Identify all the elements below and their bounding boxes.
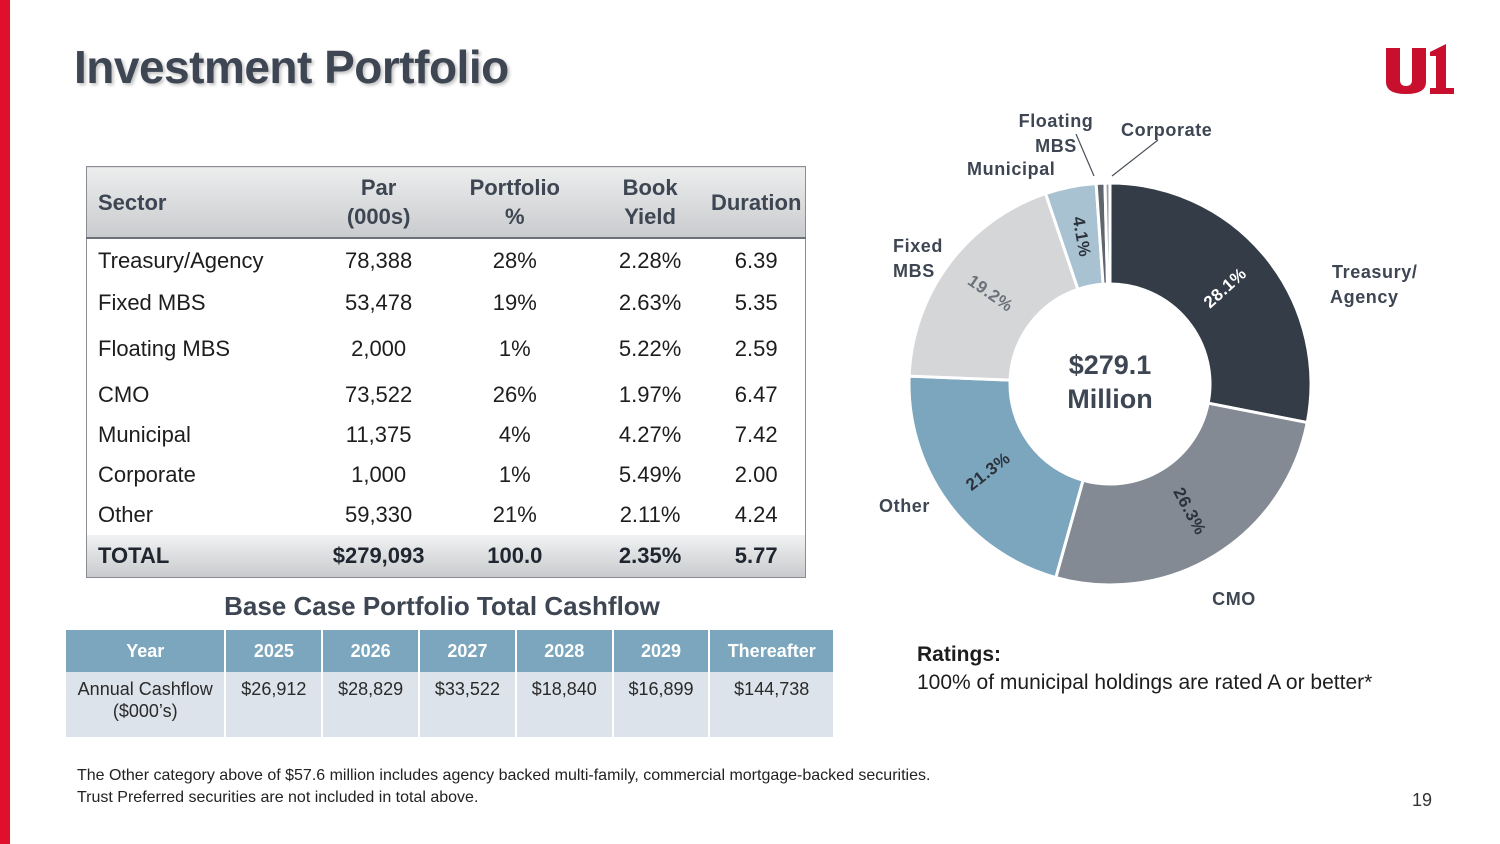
cashflow-col-header: Year	[66, 630, 227, 672]
slice-category-label: Corporate	[1121, 120, 1212, 140]
ratings-heading: Ratings:	[917, 643, 1001, 666]
slice-category-label: Fixed MBS	[893, 236, 943, 281]
total-cell: 2.35%	[592, 535, 708, 578]
table-row: Floating MBS 2,000 1% 5.22% 2.59	[87, 323, 806, 375]
cashflow-table: Year 2025 2026 2027 2028 2029 Thereafter Annua…	[66, 630, 833, 737]
total-cell: 100.0	[436, 535, 593, 578]
cashflow-row: Annual Cashflow ($000’s) $26,912 $28,829 $33…	[66, 672, 833, 737]
table-cell: 26%	[492, 382, 537, 407]
slice-cmo	[1053, 401, 1310, 587]
cashflow-value: $33,522	[419, 672, 517, 737]
slice-category-label: Municipal	[967, 159, 1055, 179]
ratings-note: Ratings: 100% of municipal holdings are …	[917, 641, 1372, 697]
cashflow-row-label: Annual Cashflow ($000’s)	[66, 672, 227, 737]
table-row: CMO 73,522 26% 1.97% 6.47	[87, 375, 806, 415]
table-cell: 28%	[492, 248, 537, 273]
total-cell: 5.77	[707, 535, 806, 578]
table-cell: 59,330	[344, 502, 413, 527]
slice-corporate	[1103, 181, 1112, 286]
table-cell: 2.11%	[619, 502, 681, 527]
slice-category-label: Treasury/Agency	[1330, 262, 1417, 307]
sector-table-header: Sector Par (000s) Portfolio% Book Yield Durati…	[86, 166, 806, 239]
table-cell: 4%	[498, 422, 531, 447]
slice-category-label: CMO	[1212, 589, 1256, 609]
table-row: Other 59,330 21% 2.11% 4.24	[87, 495, 806, 535]
slice-category-label: Floating MBS	[1019, 111, 1094, 156]
table-cell: Other	[98, 502, 154, 527]
table-cell: Treasury/Agency	[98, 248, 264, 273]
table-cell: Fixed MBS	[98, 290, 206, 315]
table-cell: 78,388	[344, 248, 413, 273]
footnote: The Other category above of $57.6 millio…	[77, 767, 931, 806]
sector-col-header: Book Yield	[592, 166, 708, 239]
table-row: Corporate 1,000 1% 5.49% 2.00	[87, 455, 806, 495]
table-cell: 5.35	[734, 290, 778, 315]
table-cell: 2.63%	[618, 290, 682, 315]
page-title: Investment Portfolio	[74, 41, 509, 93]
page-number: 19	[1412, 790, 1433, 810]
table-cell: 5.49%	[618, 462, 682, 487]
sector-col-header: Duration	[707, 166, 806, 239]
bank-logo	[1386, 44, 1454, 94]
cashflow-value: $144,738	[709, 672, 833, 737]
table-cell: 1%	[498, 462, 531, 487]
cashflow-value: $28,829	[322, 672, 421, 737]
cashflow-col-header: 2025	[225, 630, 324, 672]
ratings-text: 100% of municipal holdings are rated A o…	[917, 671, 1373, 694]
table-cell: 11,375	[345, 422, 412, 447]
table-cell: 21%	[492, 502, 537, 527]
cashflow-col-header: 2029	[612, 630, 711, 672]
total-row: TOTAL $279,093 100.0 2.35% 5.77	[86, 535, 806, 578]
cashflow-col-header: Thereafter	[709, 630, 833, 672]
table-cell: 73,522	[344, 382, 413, 407]
table-cell: 19%	[492, 290, 537, 315]
table-cell: 4.27%	[618, 422, 682, 447]
table-cell: 1%	[498, 336, 531, 361]
table-cell: 6.47	[734, 382, 778, 407]
portfolio-donut-chart: 28.1%26.3%21.3%19.2%4.1%Treasury/AgencyC…	[879, 111, 1417, 609]
sector-col-header: Sector	[86, 166, 321, 239]
slice-category-label: Other	[879, 496, 930, 516]
table-cell: 2,000	[351, 336, 407, 361]
table-cell: Floating MBS	[98, 336, 231, 361]
table-cell: Corporate	[98, 462, 196, 487]
sector-table: Sector Par (000s) Portfolio% Book Yield Durati…	[86, 166, 806, 578]
sector-col-header: Par (000s)	[320, 166, 437, 239]
table-row: Fixed MBS 53,478 19% 2.63% 5.35	[87, 283, 806, 323]
table-cell: 2.59	[734, 336, 778, 361]
table-cell: Municipal	[98, 422, 191, 447]
table-cell: CMO	[98, 382, 150, 407]
table-row: Municipal 11,375 4% 4.27% 7.42	[87, 415, 806, 455]
table-cell: 1,000	[351, 462, 407, 487]
total-cell: $279,093	[320, 535, 437, 578]
table-cell: 2.28%	[618, 248, 682, 273]
table-cell: 4.24	[734, 502, 778, 527]
leader-line	[1075, 133, 1095, 177]
cashflow-col-header: 2027	[419, 630, 517, 672]
cashflow-value: $16,899	[612, 672, 711, 737]
cashflow-col-header: 2028	[515, 630, 614, 672]
donut-center-label: $279.1 Million	[1067, 350, 1152, 414]
table-cell: 53,478	[344, 290, 413, 315]
table-cell: 7.42	[734, 422, 778, 447]
slice-other	[907, 374, 1085, 580]
leader-line	[1111, 139, 1159, 177]
sector-col-header: Portfolio%	[436, 166, 593, 239]
table-cell: 6.39	[734, 248, 778, 273]
cashflow-title: Base Case Portfolio Total Cashflow	[224, 591, 660, 621]
total-cell: TOTAL	[86, 535, 321, 578]
cashflow-value: $18,840	[515, 672, 614, 737]
table-cell: 2.00	[734, 462, 778, 487]
table-row: Treasury/Agency 78,388 28% 2.28% 6.39	[87, 238, 806, 283]
slice-fixed-mbs	[907, 191, 1080, 382]
cashflow-col-header: 2026	[322, 630, 421, 672]
cashflow-header: Year 2025 2026 2027 2028 2029 Thereafter	[66, 630, 833, 672]
accent-bar	[0, 0, 10, 844]
table-cell: 1.97%	[618, 382, 682, 407]
slice-treasury-agency	[1108, 181, 1313, 425]
table-cell: 5.22%	[618, 336, 682, 361]
cashflow-value: $26,912	[225, 672, 324, 737]
